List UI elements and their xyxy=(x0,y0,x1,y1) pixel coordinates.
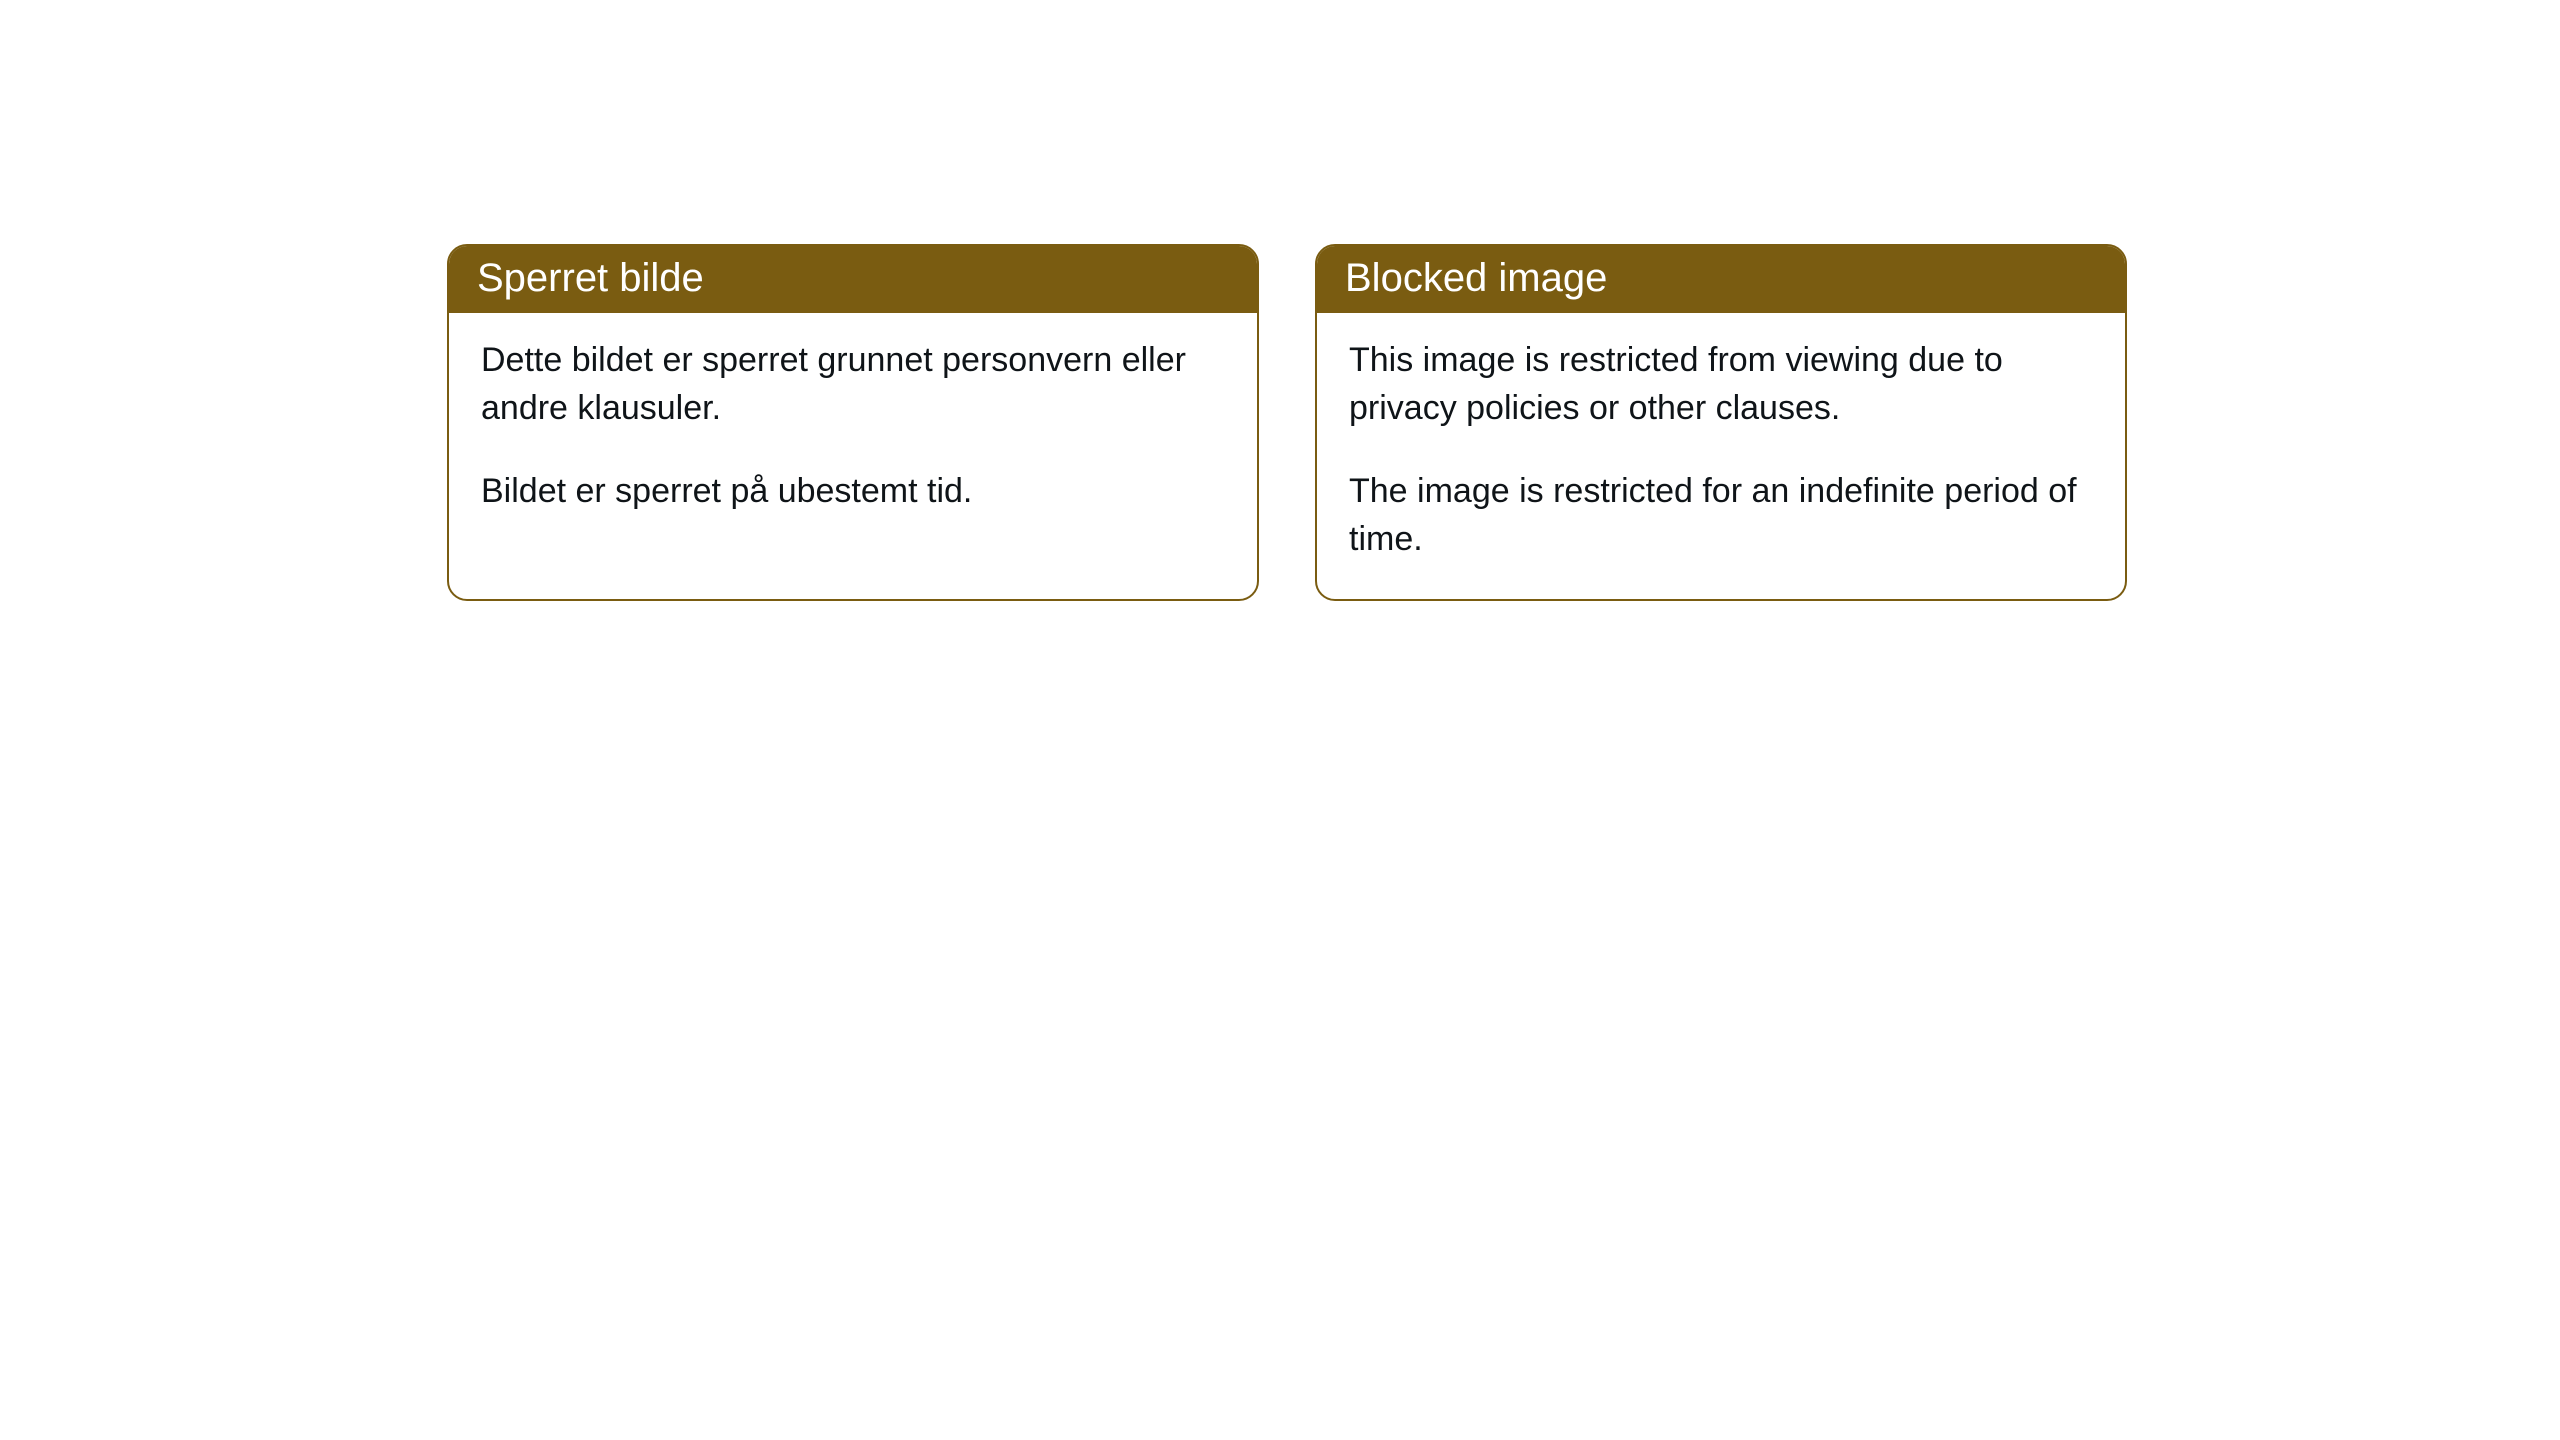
card-paragraph-2-en: The image is restricted for an indefinit… xyxy=(1349,468,2093,563)
notice-cards-container: Sperret bilde Dette bildet er sperret gr… xyxy=(0,0,2560,601)
card-paragraph-2-no: Bildet er sperret på ubestemt tid. xyxy=(481,468,1225,516)
blocked-image-card-no: Sperret bilde Dette bildet er sperret gr… xyxy=(447,244,1259,601)
card-header-en: Blocked image xyxy=(1317,246,2125,313)
card-paragraph-1-no: Dette bildet er sperret grunnet personve… xyxy=(481,337,1225,432)
card-body-no: Dette bildet er sperret grunnet personve… xyxy=(449,313,1257,552)
card-body-en: This image is restricted from viewing du… xyxy=(1317,313,2125,599)
card-paragraph-1-en: This image is restricted from viewing du… xyxy=(1349,337,2093,432)
card-header-no: Sperret bilde xyxy=(449,246,1257,313)
blocked-image-card-en: Blocked image This image is restricted f… xyxy=(1315,244,2127,601)
